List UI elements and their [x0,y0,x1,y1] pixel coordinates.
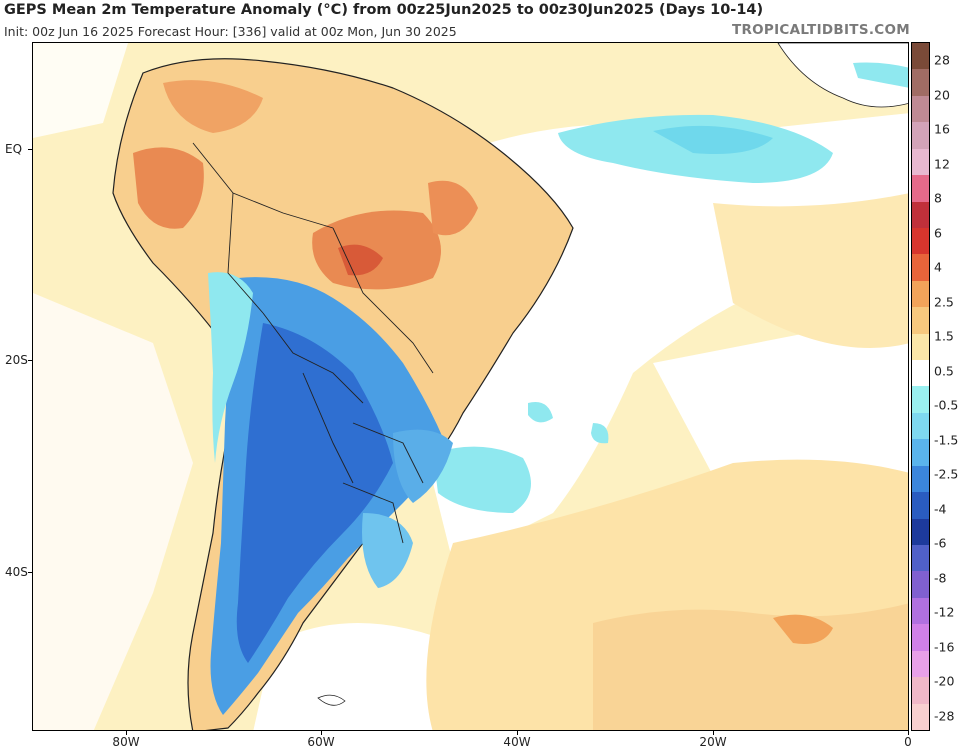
colorbar-label: -28 [934,708,955,724]
cold-land-area [853,62,908,88]
lon-tick [517,731,518,735]
colorbar-swatch [912,412,929,440]
lon-tick [321,731,322,735]
lat-tick [28,360,32,361]
colorbar-swatch [912,280,929,308]
colorbar-label: 6 [934,225,942,241]
map-panel [32,42,909,731]
colorbar-swatch [912,439,929,466]
cold-anomaly-core [236,323,393,663]
lon-label-40w: 40W [503,735,531,749]
colorbar-swatch [912,597,929,625]
colorbar-swatch [912,492,929,519]
lon-tick [126,731,127,735]
warm-anomaly-spot [428,180,478,236]
colorbar-swatch [912,333,929,361]
warm-anomaly-spot [163,80,263,133]
colorbar-label: 16 [934,121,950,137]
colorbar-swatch [912,386,929,413]
colorbar-label: -6 [934,535,947,551]
colorbar-swatch [912,703,929,730]
colorbar-label: -8 [934,570,947,586]
lon-label-0: 0 [904,735,912,749]
colorbar [911,42,930,731]
warm-anomaly-spot [773,614,833,644]
map-title: GEPS Mean 2m Temperature Anomaly (°C) fr… [4,2,764,18]
colorbar-swatch [912,360,929,387]
colorbar-label: -4 [934,501,947,517]
lat-tick [28,572,32,573]
lat-label-40s: 40S [5,565,28,579]
colorbar-label: -20 [934,673,955,689]
colorbar-swatch [912,650,929,678]
lon-label-60w: 60W [307,735,335,749]
warm-ocean-area [593,603,908,730]
colorbar-swatch [912,175,929,202]
colorbar-swatch [912,624,929,651]
colorbar-swatch [912,307,929,334]
colorbar-label: -12 [934,604,955,620]
colorbar-label: 20 [934,87,950,103]
cold-ocean-area [528,402,553,423]
africa-landmass [777,43,908,108]
colorbar-swatch [912,201,929,228]
colorbar-swatch [912,148,929,176]
colorbar-label: -2.5 [934,466,959,482]
colorbar-swatch [912,465,929,493]
colorbar-label: 28 [934,52,950,68]
colorbar-swatch [912,545,929,572]
colorbar-swatch [912,69,929,96]
colorbar-swatch [912,518,929,546]
anomaly-map [33,43,908,730]
colorbar-label: 8 [934,190,942,206]
lon-tick [713,731,714,735]
colorbar-label: -1.5 [934,432,959,448]
lon-label-80w: 80W [112,735,140,749]
warm-anomaly-spot [133,147,204,229]
falkland-islands [317,694,346,706]
colorbar-label: -16 [934,639,955,655]
cold-ocean-area [433,446,531,513]
neutral-patch [33,293,193,730]
lat-tick [28,149,32,150]
map-subtitle: Init: 00z Jun 16 2025 Forecast Hour: [33… [4,24,457,39]
country-borders [192,142,434,544]
warm-anomaly-spot [312,210,441,290]
lon-tick [908,731,909,735]
colorbar-label: 4 [934,259,942,275]
lat-label-eq: EQ [5,142,23,156]
colorbar-swatch [912,122,929,149]
colorbar-swatch [912,254,929,281]
lon-label-20w: 20W [699,735,727,749]
cold-ocean-area [591,423,609,444]
brand-watermark: TROPICALTIDBITS.COM [731,22,910,38]
colorbar-swatch [912,227,929,255]
colorbar-swatch [912,95,929,123]
lat-label-20s: 20S [5,353,28,367]
colorbar-label: -0.5 [934,397,959,413]
colorbar-label: 1.5 [934,328,954,344]
colorbar-swatch [912,43,929,70]
colorbar-label: 2.5 [934,294,954,310]
colorbar-swatch [912,677,929,704]
warm-anomaly-spot [338,244,383,276]
neutral-patch [33,43,128,138]
cold-ocean-area [208,272,253,463]
colorbar-label: 0.5 [934,363,954,379]
neutral-patch [253,623,473,730]
warm-ocean-area [713,193,908,348]
colorbar-label: 12 [934,156,950,172]
colorbar-swatch [912,571,929,598]
cold-ocean-area [653,125,773,154]
cold-anomaly-region [393,429,453,503]
